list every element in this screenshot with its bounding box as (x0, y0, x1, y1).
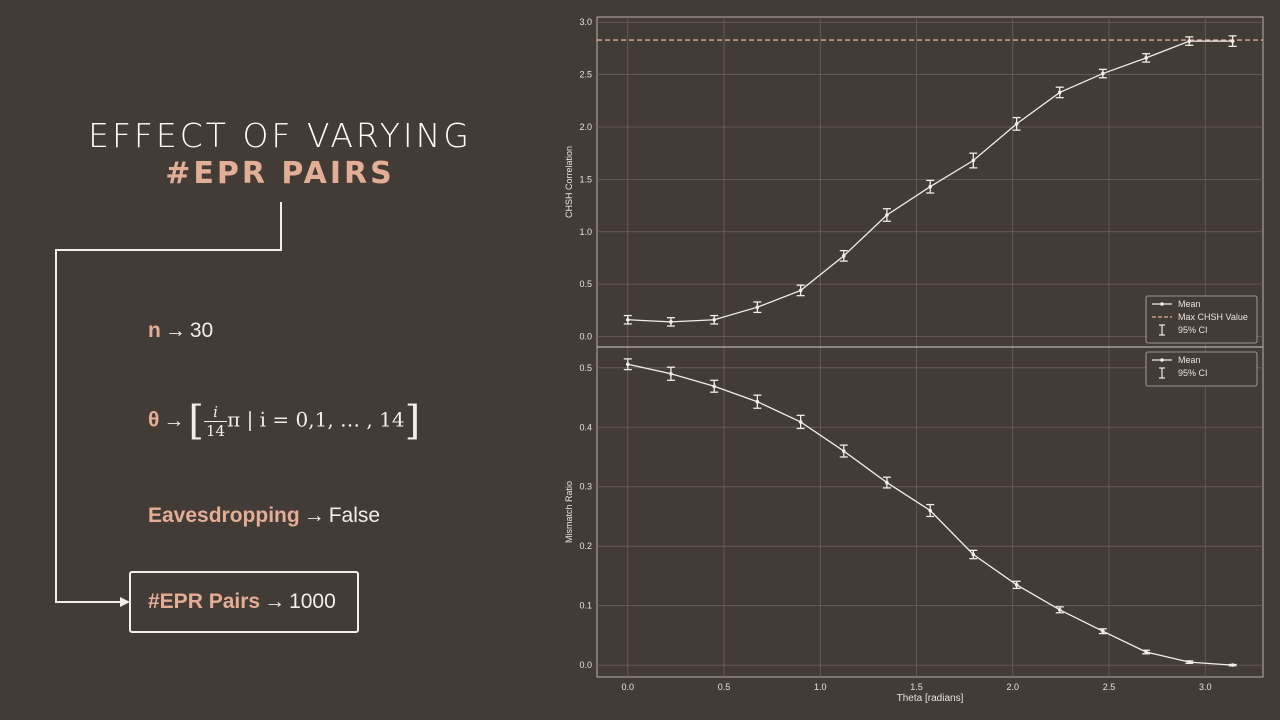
data-point (1057, 90, 1062, 95)
param-theta-key: θ (148, 408, 160, 432)
data-point (1187, 39, 1192, 43)
y-tick-label: 2.0 (579, 122, 592, 132)
data-point (1144, 650, 1148, 654)
data-point (971, 552, 976, 557)
connector-arrow (55, 202, 282, 607)
data-point (625, 362, 630, 367)
data-point (1101, 629, 1105, 634)
data-point (625, 317, 630, 322)
param-epr-value: 1000 (289, 590, 336, 613)
right-bracket: ] (404, 398, 421, 444)
left-bracket: [ (188, 398, 204, 444)
data-point (755, 305, 760, 309)
param-eaves-key: Eavesdropping (148, 504, 300, 527)
param-eaves-value: False (328, 504, 381, 527)
param-n: n → 30 (148, 319, 213, 343)
param-eavesdropping: Eavesdropping → False (148, 504, 380, 528)
legend: Mean 95% CI (1145, 351, 1258, 387)
param-epr-key: #EPR Pairs (148, 590, 261, 613)
data-point (885, 480, 889, 485)
data-point (712, 384, 717, 389)
data-point (798, 420, 803, 424)
theta-fraction: i 14 (203, 403, 228, 440)
chart-panel-2: 0.0 0.1 0.2 0.3 0.4 0.5 0.0 0.5 1.0 1.5 2.0 2.5 3.0 T… (564, 347, 1263, 704)
data-point (841, 254, 846, 258)
data-point (1230, 39, 1235, 43)
data-point (1014, 583, 1019, 587)
data-point (1101, 71, 1105, 76)
data-point (971, 158, 976, 163)
arrow-symbol: → (163, 408, 185, 432)
legend-mean-marker (1160, 302, 1164, 306)
legend-label: 95% CI (1178, 325, 1208, 335)
x-tick-label: 2.0 (1007, 682, 1020, 692)
data-point (798, 288, 803, 293)
data-point (928, 508, 932, 513)
data-point (1144, 56, 1148, 60)
data-point (1187, 660, 1192, 664)
data-point (755, 399, 760, 404)
x-tick-label: 1.0 (814, 682, 827, 692)
chart-panel-1: 0.0 0.5 1.0 1.5 2.0 2.5 3.0 CHSH Correlation Mea… (564, 17, 1263, 347)
y-tick-label: 2.5 (579, 70, 592, 80)
chsh-mismatch-chart: 0.0 0.5 1.0 1.5 2.0 2.5 3.0 CHSH Correlation Mea… (564, 16, 1264, 704)
legend-box (1145, 351, 1258, 387)
param-n-key: n (148, 319, 161, 342)
x-tick-label: 1.5 (910, 682, 923, 692)
data-point (1014, 122, 1019, 126)
data-point (928, 184, 932, 189)
data-point (669, 320, 673, 324)
legend-label: Mean (1178, 355, 1201, 365)
y-tick-label: 1.5 (579, 174, 592, 184)
theta-fraction-numerator: i (203, 403, 228, 422)
x-tick-label: 0.0 (622, 682, 635, 692)
data-point (712, 317, 717, 322)
param-n-value: 30 (189, 319, 214, 342)
y-tick-label: 0.5 (579, 363, 592, 373)
legend: Mean Max CHSH Value 95% CI (1145, 295, 1258, 344)
y-tick-label: 3.0 (579, 17, 592, 27)
legend-label: 95% CI (1178, 368, 1208, 378)
legend-box (1145, 295, 1258, 344)
param-epr: #EPR Pairs → 1000 (148, 590, 336, 614)
y-axis-label: Mismatch Ratio (564, 481, 574, 543)
arrow-symbol: → (264, 590, 286, 613)
data-point (1057, 608, 1062, 612)
legend-mean-marker (1160, 358, 1164, 362)
data-point (1230, 663, 1235, 667)
y-tick-label: 0.5 (579, 279, 592, 289)
y-tick-label: 0.0 (579, 332, 592, 342)
data-point (841, 449, 846, 453)
epr-highlight-box (129, 571, 359, 633)
slide-title: EFFECT OF VARYING (88, 116, 472, 155)
theta-fraction-denominator: 14 (205, 421, 226, 440)
x-tick-label: 2.5 (1103, 682, 1116, 692)
y-tick-label: 0.2 (579, 541, 592, 551)
theta-expression: π | i = 0,1, … , 14 (227, 407, 405, 432)
y-tick-label: 0.0 (579, 660, 592, 670)
y-tick-label: 1.0 (579, 227, 592, 237)
y-axis-label: CHSH Correlation (564, 146, 574, 218)
legend-label: Max CHSH Value (1178, 312, 1248, 322)
y-tick-label: 0.3 (579, 482, 592, 492)
y-tick-label: 0.4 (579, 422, 592, 432)
x-tick-label: 3.0 (1199, 682, 1212, 692)
x-tick-label: 0.5 (718, 682, 731, 692)
arrow-symbol: → (164, 319, 186, 342)
data-point (885, 213, 889, 217)
x-axis-label: Theta [radians] (897, 693, 964, 704)
slide-subtitle: #EPR PAIRS (165, 156, 395, 191)
legend-label: Mean (1178, 299, 1201, 309)
arrow-symbol: → (303, 504, 325, 527)
data-point (669, 371, 673, 376)
param-theta: θ →[i 14 π | i = 0,1, … , 14] (148, 398, 420, 444)
y-tick-label: 0.1 (579, 601, 592, 611)
